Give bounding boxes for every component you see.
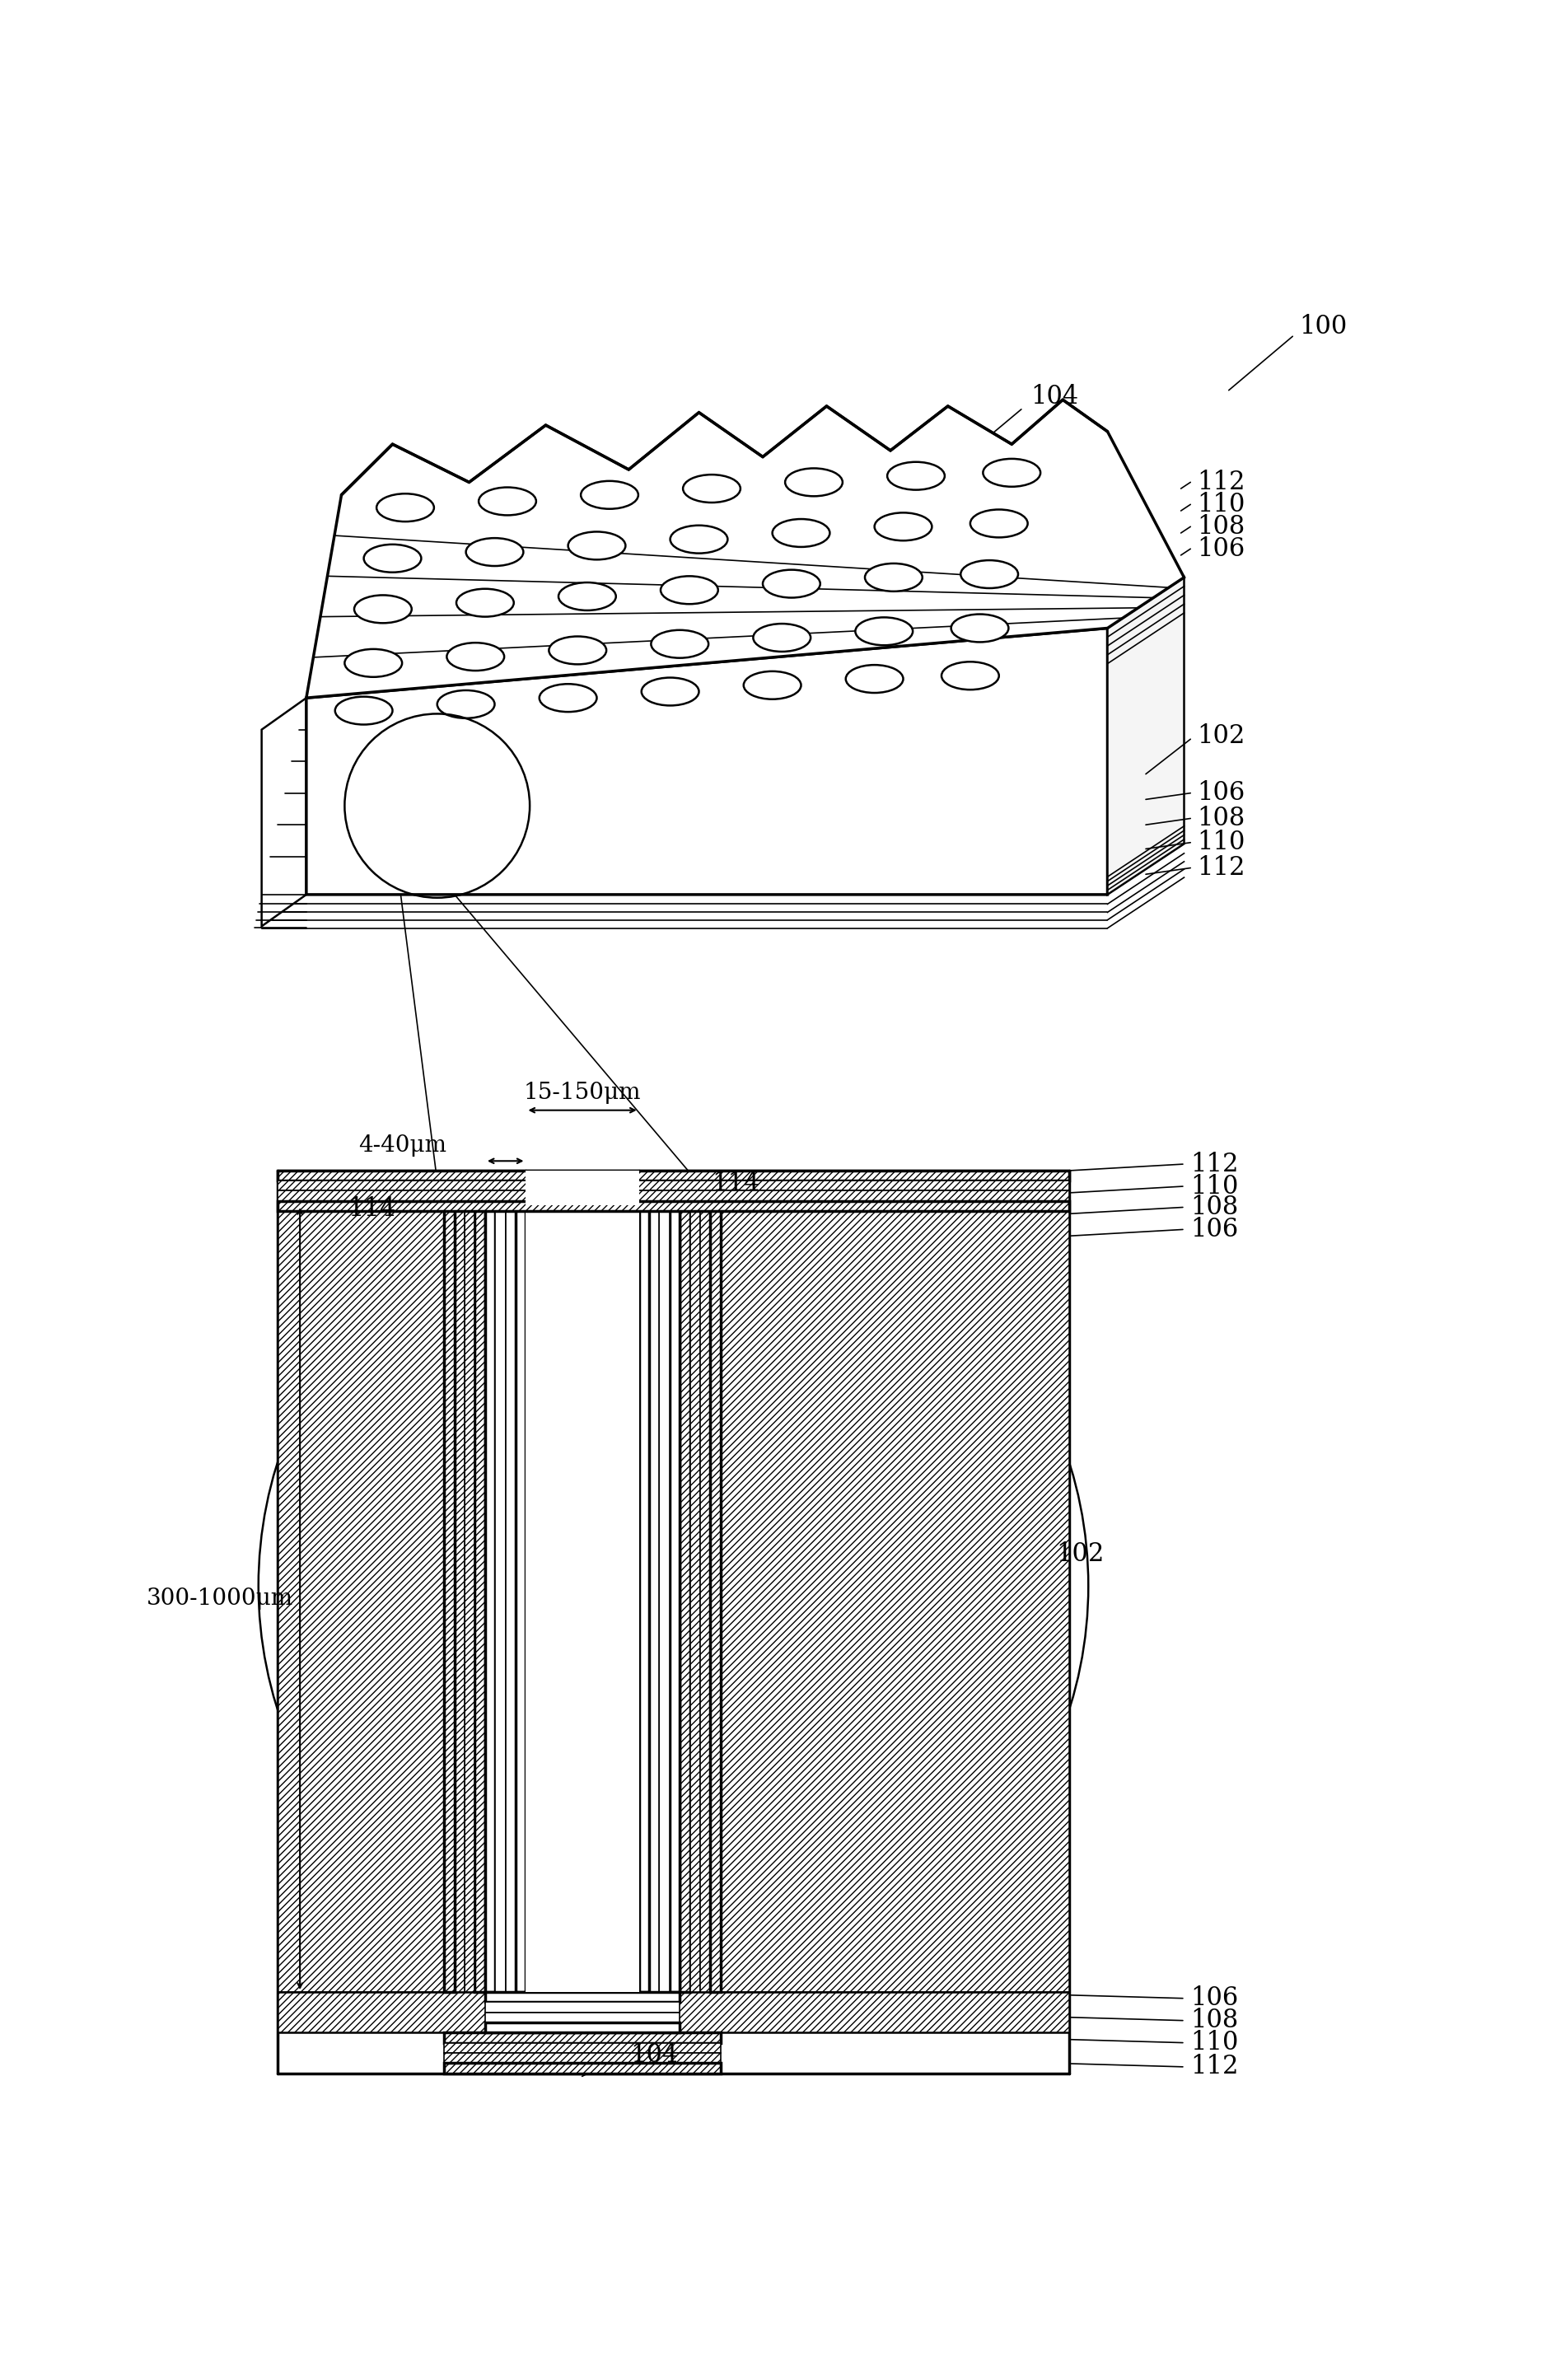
Polygon shape bbox=[1106, 578, 1184, 895]
Ellipse shape bbox=[641, 678, 699, 704]
Text: 106: 106 bbox=[1190, 1985, 1239, 2011]
Polygon shape bbox=[680, 1204, 1069, 1992]
Ellipse shape bbox=[538, 683, 596, 712]
Text: 300-1000μm: 300-1000μm bbox=[146, 1587, 294, 1609]
Text: 112: 112 bbox=[1197, 854, 1245, 881]
Polygon shape bbox=[307, 628, 1106, 895]
Text: 110: 110 bbox=[1190, 1173, 1239, 1200]
Polygon shape bbox=[689, 1204, 700, 1992]
Polygon shape bbox=[443, 2042, 720, 2054]
Text: 110: 110 bbox=[1190, 2030, 1239, 2056]
Polygon shape bbox=[680, 1204, 689, 1992]
Ellipse shape bbox=[784, 469, 842, 495]
Polygon shape bbox=[700, 1204, 710, 1992]
Ellipse shape bbox=[580, 481, 638, 509]
Polygon shape bbox=[495, 1204, 506, 1992]
Polygon shape bbox=[485, 2011, 680, 2023]
Text: 106: 106 bbox=[1197, 781, 1245, 807]
Text: 108: 108 bbox=[1190, 2009, 1239, 2033]
Ellipse shape bbox=[865, 564, 921, 590]
Ellipse shape bbox=[969, 509, 1027, 538]
Polygon shape bbox=[475, 1204, 485, 1992]
Text: 114: 114 bbox=[711, 1171, 759, 1197]
Polygon shape bbox=[485, 1992, 680, 2002]
Polygon shape bbox=[443, 1204, 454, 1992]
Ellipse shape bbox=[744, 671, 801, 700]
Ellipse shape bbox=[762, 569, 820, 597]
Polygon shape bbox=[277, 1180, 1069, 1190]
Ellipse shape bbox=[960, 559, 1018, 588]
Ellipse shape bbox=[447, 643, 504, 671]
Ellipse shape bbox=[335, 697, 392, 724]
Text: 100: 100 bbox=[1298, 314, 1346, 340]
Polygon shape bbox=[526, 1204, 638, 1992]
Polygon shape bbox=[669, 1204, 680, 1992]
Polygon shape bbox=[506, 1204, 515, 1992]
Ellipse shape bbox=[465, 538, 523, 566]
Ellipse shape bbox=[456, 588, 513, 616]
Text: 15-150μm: 15-150μm bbox=[523, 1081, 641, 1104]
Polygon shape bbox=[638, 1204, 649, 1992]
Text: 112: 112 bbox=[1190, 1152, 1239, 1178]
Text: 104: 104 bbox=[1030, 383, 1078, 409]
Text: 106: 106 bbox=[1197, 536, 1245, 562]
Text: 108: 108 bbox=[1197, 807, 1245, 831]
Polygon shape bbox=[277, 1204, 485, 1992]
Text: 114: 114 bbox=[347, 1195, 395, 1221]
Ellipse shape bbox=[683, 474, 741, 502]
Ellipse shape bbox=[887, 462, 944, 490]
Ellipse shape bbox=[854, 616, 912, 645]
Polygon shape bbox=[485, 1204, 495, 1992]
Ellipse shape bbox=[568, 531, 626, 559]
Text: 110: 110 bbox=[1197, 831, 1245, 854]
Ellipse shape bbox=[478, 488, 535, 514]
Polygon shape bbox=[261, 697, 307, 926]
Text: 104: 104 bbox=[630, 2042, 678, 2068]
Polygon shape bbox=[485, 2023, 680, 2033]
Ellipse shape bbox=[753, 624, 811, 652]
Ellipse shape bbox=[982, 459, 1039, 486]
Polygon shape bbox=[443, 2063, 720, 2073]
Text: 110: 110 bbox=[1197, 493, 1245, 516]
Ellipse shape bbox=[845, 664, 902, 693]
Polygon shape bbox=[443, 2033, 720, 2042]
Polygon shape bbox=[485, 2002, 680, 2011]
Ellipse shape bbox=[344, 650, 401, 676]
Ellipse shape bbox=[559, 583, 616, 609]
Polygon shape bbox=[710, 1204, 720, 1992]
Ellipse shape bbox=[941, 662, 999, 690]
Ellipse shape bbox=[437, 690, 495, 719]
Text: 102: 102 bbox=[1197, 724, 1245, 750]
Ellipse shape bbox=[874, 512, 932, 540]
Ellipse shape bbox=[549, 635, 605, 664]
Polygon shape bbox=[307, 400, 1184, 697]
Polygon shape bbox=[649, 1204, 660, 1992]
Ellipse shape bbox=[669, 526, 727, 552]
Text: 108: 108 bbox=[1190, 1195, 1239, 1221]
Polygon shape bbox=[443, 2054, 720, 2063]
Polygon shape bbox=[660, 1204, 669, 1992]
Ellipse shape bbox=[364, 545, 422, 571]
Polygon shape bbox=[464, 1204, 475, 1992]
Ellipse shape bbox=[377, 493, 434, 521]
Polygon shape bbox=[526, 1171, 638, 1204]
Polygon shape bbox=[277, 1202, 1069, 1211]
Polygon shape bbox=[515, 1204, 526, 1992]
Text: 102: 102 bbox=[1057, 1542, 1103, 1566]
Polygon shape bbox=[454, 1204, 464, 1992]
Ellipse shape bbox=[951, 614, 1008, 643]
Text: 106: 106 bbox=[1190, 1216, 1239, 1242]
Ellipse shape bbox=[355, 595, 411, 624]
Polygon shape bbox=[277, 1992, 1069, 2033]
Polygon shape bbox=[277, 1171, 1069, 1180]
Text: 4-40μm: 4-40μm bbox=[358, 1133, 447, 1157]
Ellipse shape bbox=[772, 519, 829, 547]
Polygon shape bbox=[277, 1190, 1069, 1202]
Ellipse shape bbox=[650, 631, 708, 657]
Text: 112: 112 bbox=[1197, 469, 1245, 495]
Text: 112: 112 bbox=[1190, 2054, 1239, 2080]
Text: 108: 108 bbox=[1197, 514, 1245, 540]
Ellipse shape bbox=[660, 576, 717, 605]
